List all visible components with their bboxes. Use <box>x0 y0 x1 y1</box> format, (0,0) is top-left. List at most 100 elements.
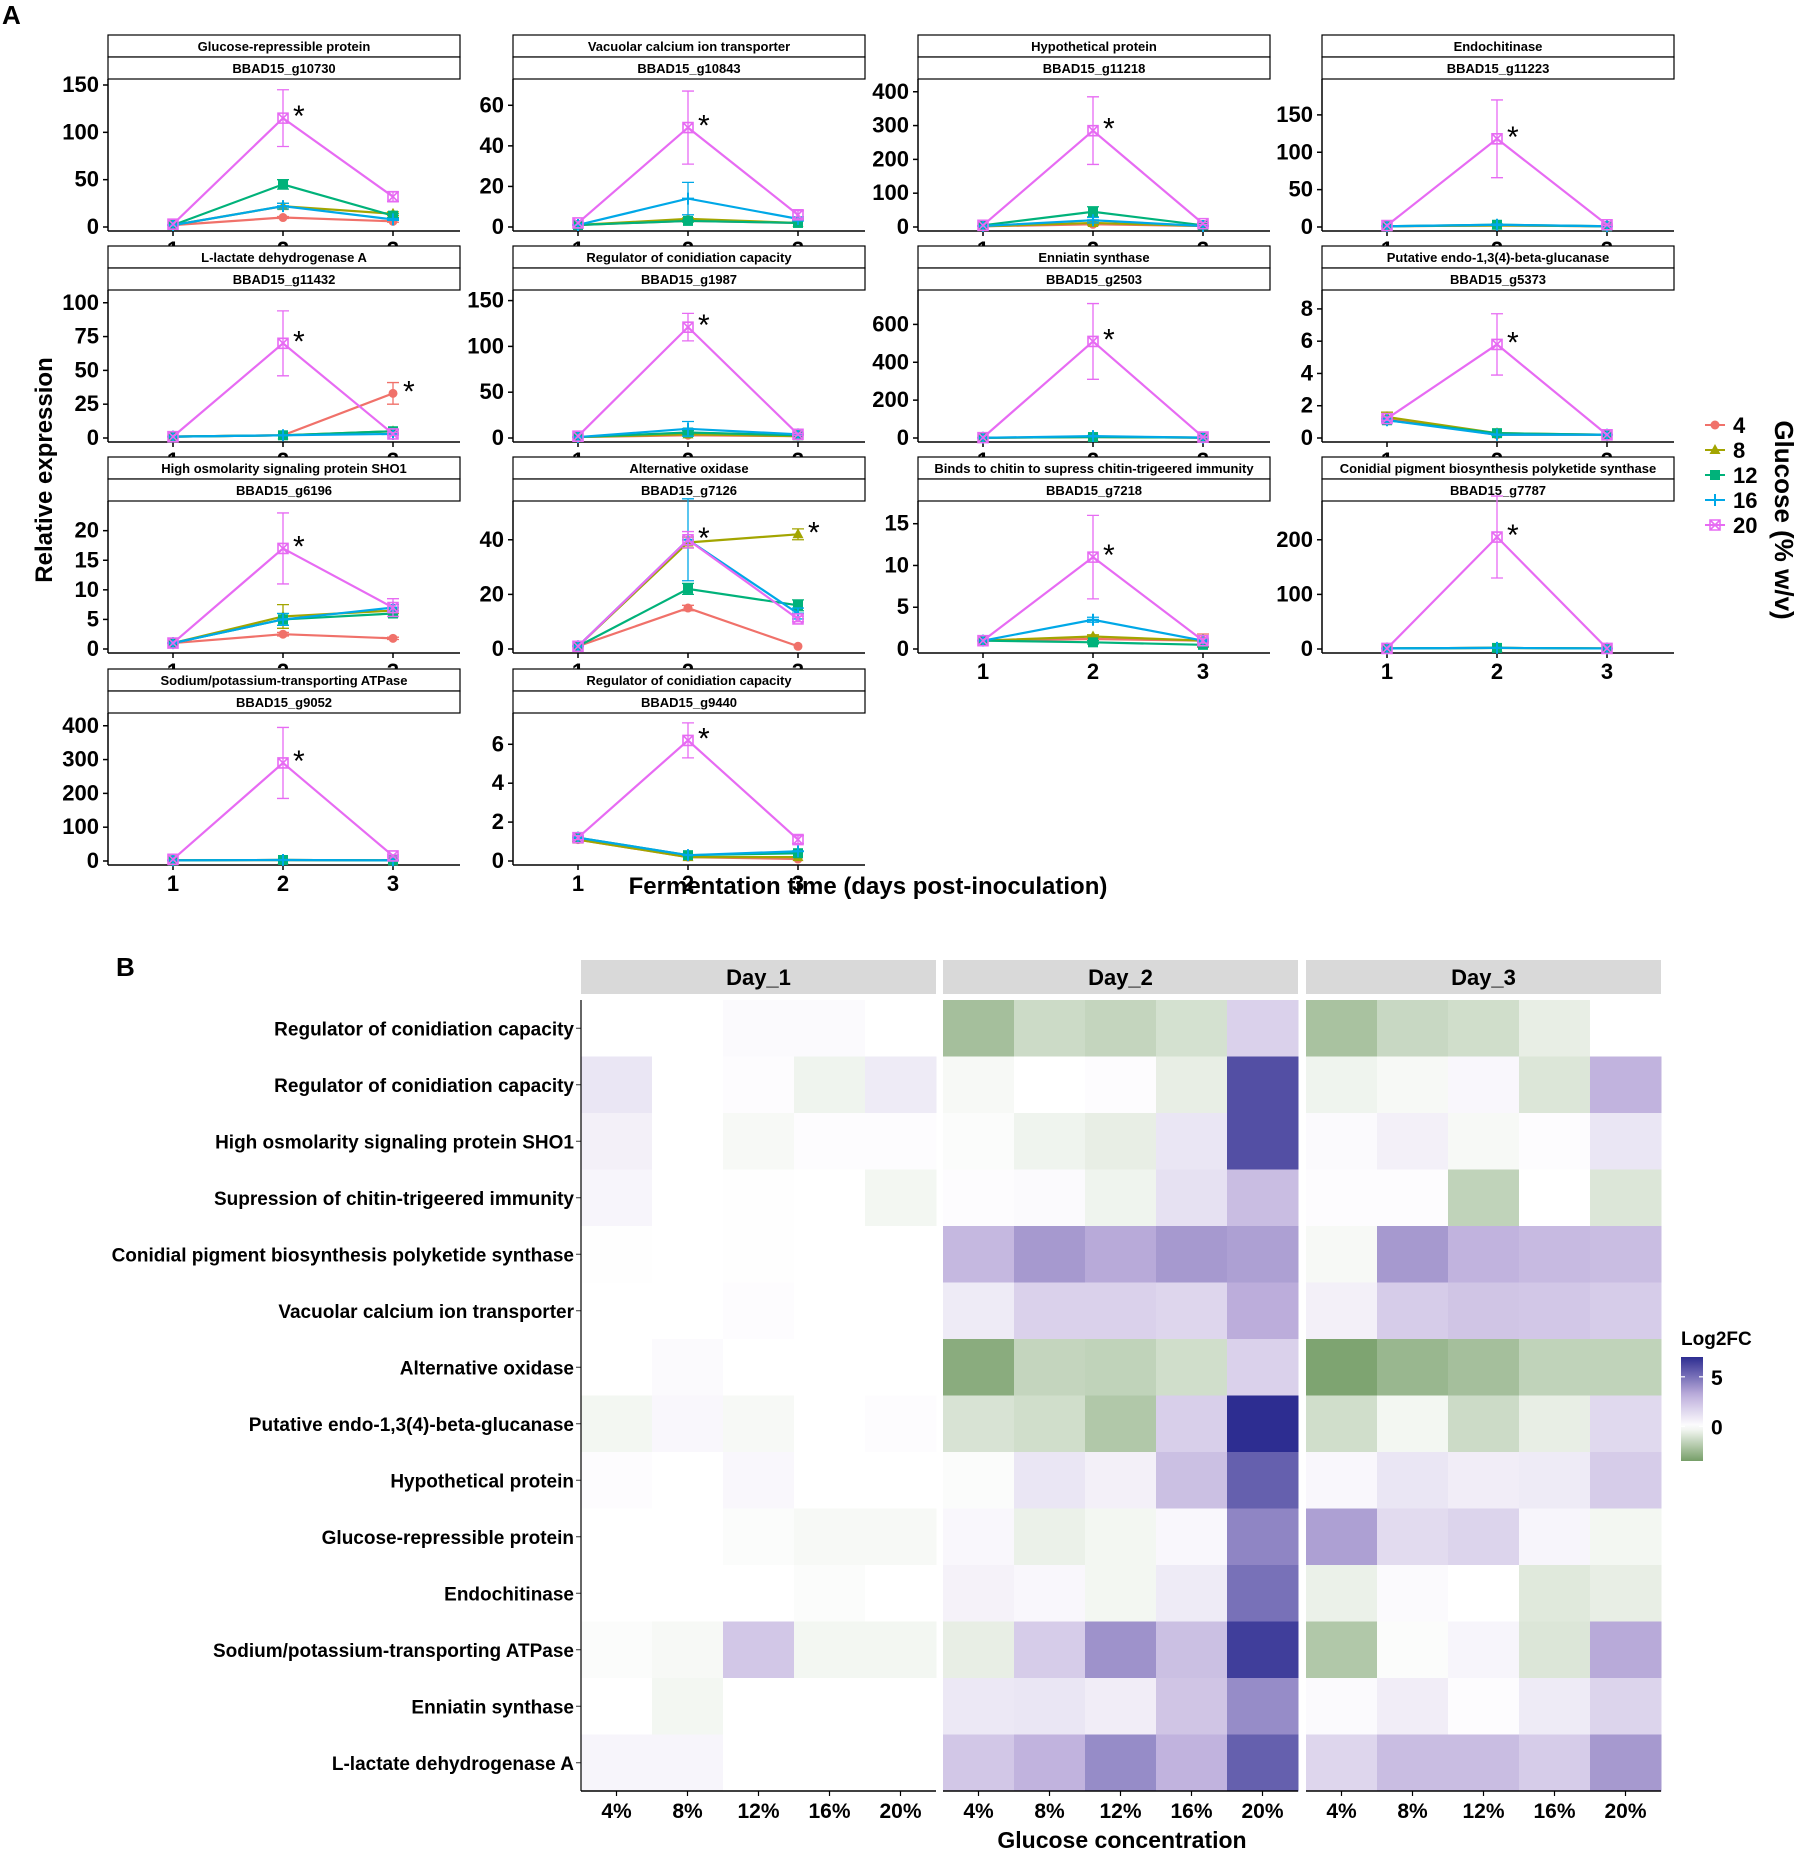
heatmap-cell <box>1227 1508 1299 1566</box>
day-label: Day_2 <box>1088 965 1153 990</box>
legend-label: 4 <box>1733 413 1746 438</box>
heatmap-cell <box>1306 1734 1378 1792</box>
heatmap-cell <box>1227 1452 1299 1509</box>
marker-series-20 <box>1491 133 1503 145</box>
y-tick-label: 0 <box>1301 425 1313 450</box>
heatmap-cell <box>723 1226 795 1283</box>
heatmap-cell <box>1156 1395 1228 1453</box>
heatmap-cell <box>1590 1621 1662 1679</box>
row-label: Regulator of conidiation capacity <box>274 1019 574 1040</box>
y-tick-label: 4 <box>492 770 505 795</box>
y-tick-label: 50 <box>480 379 504 404</box>
facet-title: Vacuolar calcium ion transporter <box>588 39 790 54</box>
colorbar-title: Log2FC <box>1681 1329 1752 1350</box>
heatmap-cell <box>1014 1565 1086 1622</box>
heatmap-cell <box>1085 1169 1157 1227</box>
y-tick-label: 600 <box>872 311 909 336</box>
panel-a-x-title: Fermentation time (days post-inoculation… <box>629 873 1108 900</box>
heatmap-facet-Day_1: Day_1 4% 8% 12% 16% 20% <box>581 960 937 1823</box>
heatmap-cell <box>723 1734 795 1792</box>
facet-title: Putative endo-1,3(4)-beta-glucanase <box>1387 250 1610 265</box>
marker-series-16 <box>1491 641 1503 654</box>
significance-star: * <box>1103 113 1115 146</box>
heatmap-cell <box>652 1734 724 1792</box>
facet-gene: BBAD15_g11432 <box>233 272 336 287</box>
y-tick-label: 100 <box>62 814 99 839</box>
day-strip <box>1306 960 1661 994</box>
marker-series-20 <box>1087 124 1099 137</box>
heatmap-cell <box>1085 1000 1157 1057</box>
heatmap-cell <box>865 1452 937 1509</box>
marker-series-12 <box>793 600 803 611</box>
facet-BBAD15_g7126: Alternative oxidaseBBAD15_g712602040123*… <box>480 456 866 684</box>
panel-a-letter: A <box>2 0 21 30</box>
heatmap-cell <box>794 1226 866 1283</box>
series-4 <box>168 629 399 648</box>
series-20 <box>167 512 399 649</box>
series-20 <box>977 96 1209 232</box>
heatmap-cell <box>1156 1339 1228 1396</box>
significance-star: * <box>698 522 710 555</box>
marker-series-20 <box>682 734 694 747</box>
heatmap-cell <box>943 1226 1015 1283</box>
heatmap-cell <box>794 1452 866 1509</box>
heatmap-cell <box>1448 1282 1520 1340</box>
series-20 <box>1381 495 1613 655</box>
significance-star: * <box>403 375 415 408</box>
legend-item-4: 4 <box>1705 413 1746 438</box>
heatmap-cell <box>1377 1734 1449 1792</box>
heatmap-cell <box>1227 1339 1299 1396</box>
heatmap-cell <box>1156 1282 1228 1340</box>
heatmap-cell <box>1085 1678 1157 1735</box>
facet-BBAD15_g10730: Glucose-repressible protein BBAD15_g10730… <box>62 34 461 262</box>
heatmap-cell <box>1448 1621 1520 1679</box>
heatmap-cell <box>1014 1678 1086 1735</box>
significance-star: * <box>1507 519 1519 552</box>
facet-BBAD15_g7787: Conidial pigment biosynthesis polyketide… <box>1276 456 1675 684</box>
y-tick-label: 200 <box>62 780 99 805</box>
marker-series-20 <box>572 217 584 229</box>
series-16 <box>572 420 804 444</box>
series-4 <box>573 603 803 651</box>
marker-series-20 <box>1087 335 1099 348</box>
column-label: 20% <box>1241 1800 1283 1823</box>
marker-series-20 <box>1197 217 1209 230</box>
marker-series-20 <box>167 853 179 866</box>
panel-a-facets: Glucose-repressible protein BBAD15_g10730… <box>62 34 1675 896</box>
heatmap-cell <box>1448 1113 1520 1170</box>
marker-series-16 <box>572 218 584 231</box>
heatmap-cell <box>1014 1000 1086 1057</box>
marker-series-20 <box>682 533 694 546</box>
heatmap-cell <box>865 1282 937 1340</box>
facet-gene: BBAD15_g11218 <box>1043 61 1146 76</box>
y-tick-label: 0 <box>897 636 909 661</box>
facet-title: High osmolarity signaling protein SHO1 <box>161 461 407 476</box>
heatmap-cell <box>1306 1339 1378 1396</box>
heatmap-cell <box>865 1000 937 1057</box>
marker-series-20 <box>387 850 399 862</box>
heatmap-cell <box>652 1565 724 1622</box>
panel-a: A Relative expression Fermentation time … <box>2 0 1799 900</box>
heatmap-cell <box>1306 1226 1378 1283</box>
heatmap-cell <box>865 1169 937 1227</box>
y-tick-label: 0 <box>897 214 909 239</box>
heatmap-cell <box>794 1000 866 1057</box>
column-label: 20% <box>879 1800 921 1823</box>
heatmap-cell <box>581 1508 653 1566</box>
marker-series-16 <box>1709 494 1721 506</box>
marker-series-20 <box>1601 642 1613 655</box>
colorbar-tick-label: 5 <box>1711 1367 1723 1390</box>
heatmap-cell <box>1590 1508 1662 1566</box>
y-tick-label: 0 <box>492 636 504 661</box>
heatmap-cell <box>723 1678 795 1735</box>
facet-gene: BBAD15_g11223 <box>1447 61 1550 76</box>
facet-strip-gene <box>107 690 461 714</box>
heatmap-cell <box>1085 1452 1157 1509</box>
heatmap-cell <box>1085 1508 1157 1566</box>
heatmap-cell <box>723 1508 795 1566</box>
heatmap-cell <box>1156 1000 1228 1057</box>
significance-star: * <box>293 100 305 133</box>
significance-star: * <box>293 530 305 563</box>
column-label: 8% <box>1034 1800 1065 1823</box>
facet-strip-gene <box>107 267 461 291</box>
